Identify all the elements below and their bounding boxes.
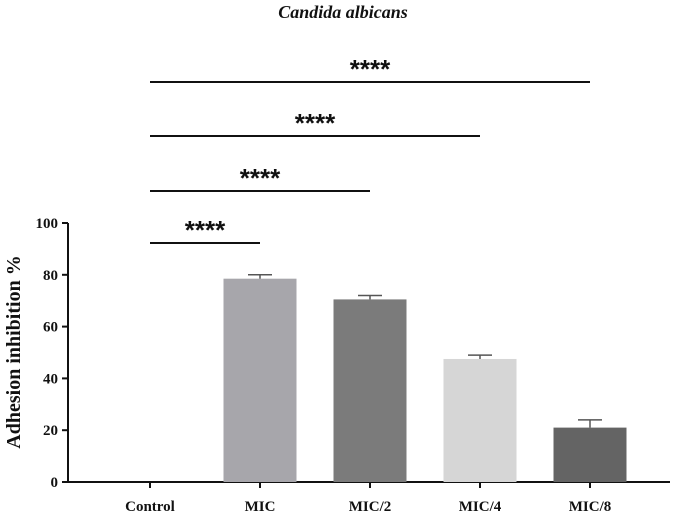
x-tick-label: MIC/4 <box>459 499 502 515</box>
y-tick-label: 80 <box>43 268 58 284</box>
bar <box>223 278 297 482</box>
y-tick-label: 60 <box>43 320 58 336</box>
significance-brackets: **** **** **** **** <box>150 54 590 245</box>
y-axis: 0 20 40 60 80 100 <box>36 216 69 491</box>
significance-label: **** <box>295 108 336 138</box>
y-tick-label: 20 <box>43 423 58 439</box>
bar <box>443 358 517 482</box>
y-tick-label: 100 <box>36 216 59 232</box>
x-tick-label: Control <box>125 499 175 515</box>
y-tick-label: 0 <box>51 475 59 491</box>
y-tick-label: 40 <box>43 371 58 387</box>
bar <box>333 299 407 482</box>
error-bars-group <box>248 274 602 428</box>
x-axis: Control MIC MIC/2 MIC/4 MIC/8 <box>68 481 670 515</box>
chart-title: Candida albicans <box>278 2 408 22</box>
significance-label: **** <box>185 215 226 245</box>
significance-label: **** <box>240 163 281 193</box>
x-tick-label: MIC/8 <box>569 499 612 515</box>
x-tick-label: MIC <box>245 499 276 515</box>
bars-group <box>223 278 627 482</box>
x-tick-label: MIC/2 <box>349 499 392 515</box>
bar <box>553 427 627 482</box>
y-axis-label: Adhesion inhibition % <box>3 255 25 448</box>
significance-label: **** <box>350 54 391 84</box>
